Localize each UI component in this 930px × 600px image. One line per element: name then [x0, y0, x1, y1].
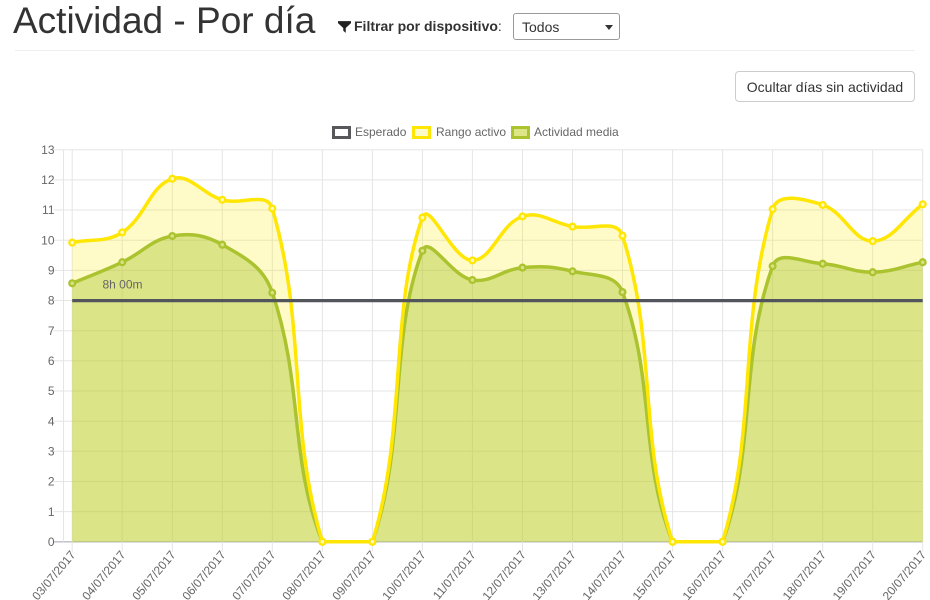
svg-text:2: 2	[48, 475, 55, 489]
svg-text:9: 9	[48, 264, 55, 278]
svg-text:12/07/2017: 12/07/2017	[479, 548, 529, 600]
svg-text:4: 4	[48, 414, 55, 428]
svg-text:17/07/2017: 17/07/2017	[730, 548, 780, 600]
svg-text:12: 12	[41, 173, 55, 187]
svg-text:6: 6	[48, 354, 55, 368]
svg-text:1: 1	[48, 505, 55, 519]
svg-text:11: 11	[42, 203, 55, 217]
svg-text:0: 0	[48, 535, 55, 549]
svg-text:05/07/2017: 05/07/2017	[129, 548, 179, 600]
svg-text:09/07/2017: 09/07/2017	[329, 548, 379, 600]
svg-text:13: 13	[41, 143, 55, 157]
svg-text:04/07/2017: 04/07/2017	[79, 548, 129, 600]
svg-text:18/07/2017: 18/07/2017	[780, 548, 830, 600]
svg-text:03/07/2017: 03/07/2017	[29, 548, 79, 600]
svg-text:3: 3	[48, 445, 55, 459]
svg-text:14/07/2017: 14/07/2017	[579, 548, 629, 600]
svg-text:11/07/2017: 11/07/2017	[430, 548, 479, 600]
svg-text:10: 10	[41, 233, 55, 247]
svg-text:10/07/2017: 10/07/2017	[379, 548, 429, 600]
svg-text:8: 8	[48, 294, 55, 308]
svg-text:13/07/2017: 13/07/2017	[529, 548, 579, 600]
svg-text:5: 5	[48, 384, 55, 398]
svg-text:16/07/2017: 16/07/2017	[680, 548, 730, 600]
svg-text:20/07/2017: 20/07/2017	[880, 548, 930, 600]
svg-text:8h 00m: 8h 00m	[103, 277, 143, 291]
svg-text:15/07/2017: 15/07/2017	[630, 548, 680, 600]
svg-text:07/07/2017: 07/07/2017	[229, 548, 279, 600]
svg-text:7: 7	[48, 324, 55, 338]
svg-text:19/07/2017: 19/07/2017	[830, 548, 880, 600]
svg-text:06/07/2017: 06/07/2017	[179, 548, 229, 600]
svg-text:08/07/2017: 08/07/2017	[279, 548, 329, 600]
